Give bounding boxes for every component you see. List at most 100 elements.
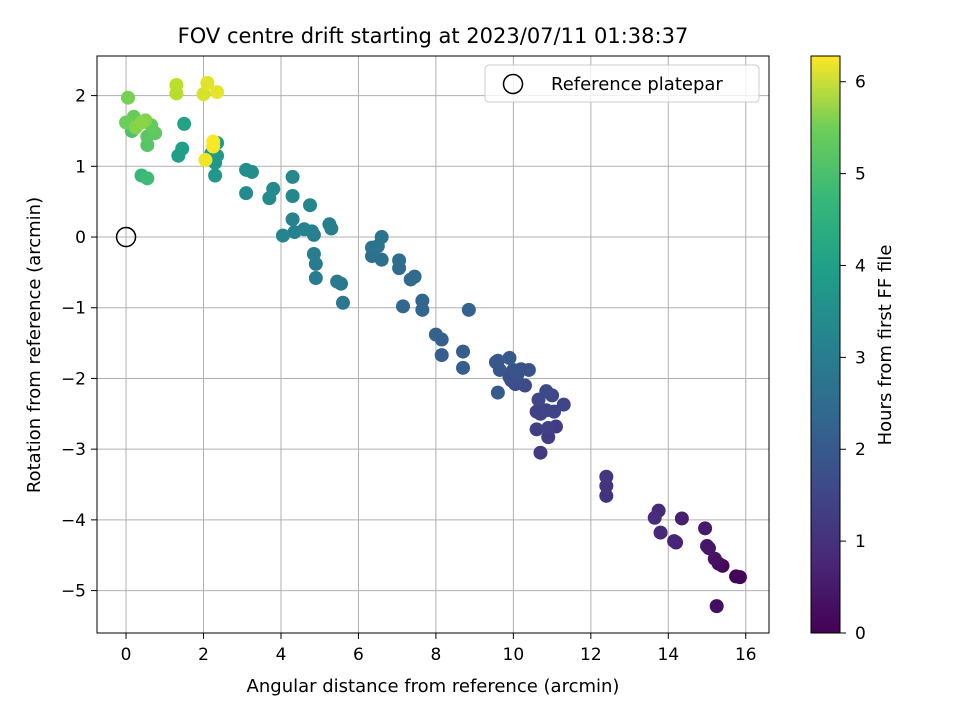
x-tick-label: 8: [430, 645, 441, 665]
data-point: [285, 169, 300, 184]
chart-title: FOV centre drift starting at 2023/07/11 …: [178, 24, 689, 48]
data-point: [330, 274, 345, 289]
data-point: [262, 191, 277, 206]
colorbar-gradient: [810, 55, 841, 634]
data-point: [210, 85, 225, 100]
data-point: [599, 488, 614, 503]
data-points: [119, 75, 747, 614]
data-point: [647, 510, 662, 525]
legend-box: [484, 64, 760, 103]
colorbar-tick-label: 0: [855, 624, 866, 644]
data-point: [490, 353, 505, 368]
y-tick-label: −1: [61, 299, 86, 319]
data-point: [198, 152, 213, 167]
colorbar-ticks: 0 1 2 3 4 5 6: [840, 73, 866, 644]
data-point: [140, 171, 155, 186]
x-tick-label: 12: [580, 645, 602, 665]
data-point: [285, 189, 300, 204]
data-point: [434, 348, 449, 363]
data-point: [556, 397, 571, 412]
reference-platepar-marker: [115, 226, 137, 248]
data-point: [461, 302, 476, 317]
x-tick-label: 16: [735, 645, 757, 665]
legend-label: Reference platepar: [551, 74, 723, 95]
data-point: [322, 217, 337, 232]
colorbar-tick-label: 6: [855, 73, 866, 93]
data-point: [374, 230, 389, 245]
data-point: [239, 162, 254, 177]
data-point: [177, 116, 192, 131]
data-point: [120, 90, 135, 105]
legend: Reference platepar: [484, 64, 760, 103]
data-point: [709, 599, 724, 614]
x-tick-label: 14: [657, 645, 679, 665]
data-point: [134, 115, 149, 130]
plot-frame: [96, 55, 770, 634]
data-point: [395, 299, 410, 314]
data-point: [200, 75, 215, 90]
data-point: [490, 385, 505, 400]
data-point: [206, 134, 221, 149]
data-point: [529, 422, 544, 437]
y-tick-label: −4: [61, 511, 86, 531]
data-point: [541, 420, 556, 435]
data-point: [502, 350, 517, 365]
x-tick-label: 2: [198, 645, 209, 665]
data-point: [700, 539, 715, 554]
x-tick-label: 10: [503, 645, 525, 665]
colorbar: 0 1 2 3 4 5 6 Hours from first FF file: [810, 55, 896, 644]
colorbar-tick-label: 3: [855, 348, 866, 368]
data-point: [428, 327, 443, 342]
data-point: [653, 525, 668, 540]
data-point: [403, 272, 418, 287]
data-point: [285, 212, 300, 227]
data-point: [547, 404, 562, 419]
data-point: [506, 362, 521, 377]
data-point: [335, 295, 350, 310]
data-point: [729, 569, 744, 584]
reference-point-circle: [115, 226, 137, 248]
y-axis-ticks: −5 −4 −3 −2 −1 0 1 2: [61, 87, 97, 602]
data-point: [275, 228, 290, 243]
data-point: [196, 87, 211, 102]
x-axis-label: Angular distance from reference (arcmin): [247, 676, 620, 697]
data-point: [169, 77, 184, 92]
data-point: [533, 445, 548, 460]
data-point: [374, 252, 389, 267]
colorbar-tick-label: 5: [855, 165, 866, 185]
x-tick-label: 6: [353, 645, 364, 665]
data-point: [456, 360, 471, 375]
legend-open-circle-icon: [502, 73, 524, 95]
colorbar-label: Hours from first FF file: [875, 245, 896, 446]
data-point: [392, 253, 407, 268]
y-tick-label: 0: [75, 228, 86, 248]
x-tick-label: 0: [121, 645, 132, 665]
data-point: [698, 521, 713, 536]
x-tick-label: 4: [276, 645, 287, 665]
y-tick-label: −2: [61, 369, 86, 389]
colorbar-tick-label: 1: [855, 532, 866, 552]
grid-lines: [97, 56, 769, 633]
data-point: [539, 384, 554, 399]
y-tick-label: −3: [61, 440, 86, 460]
data-point: [239, 186, 254, 201]
data-point: [303, 198, 318, 213]
colorbar-tick-label: 4: [855, 256, 866, 276]
y-tick-label: 2: [75, 87, 86, 107]
data-point: [456, 344, 471, 359]
data-point: [208, 168, 223, 183]
data-point: [707, 551, 722, 566]
y-axis-label: Rotation from reference (arcmin): [24, 197, 45, 493]
colorbar-tick-label: 2: [855, 440, 866, 460]
x-axis-ticks: 0 2 4 6 8 10 12 14 16: [121, 633, 757, 665]
data-point: [415, 293, 430, 308]
data-point: [306, 246, 321, 261]
data-point: [667, 534, 682, 549]
data-point: [674, 511, 689, 526]
y-tick-label: −5: [61, 582, 86, 602]
data-point: [521, 362, 536, 377]
data-point: [308, 271, 323, 286]
data-point: [599, 469, 614, 484]
y-tick-label: 1: [75, 157, 86, 177]
